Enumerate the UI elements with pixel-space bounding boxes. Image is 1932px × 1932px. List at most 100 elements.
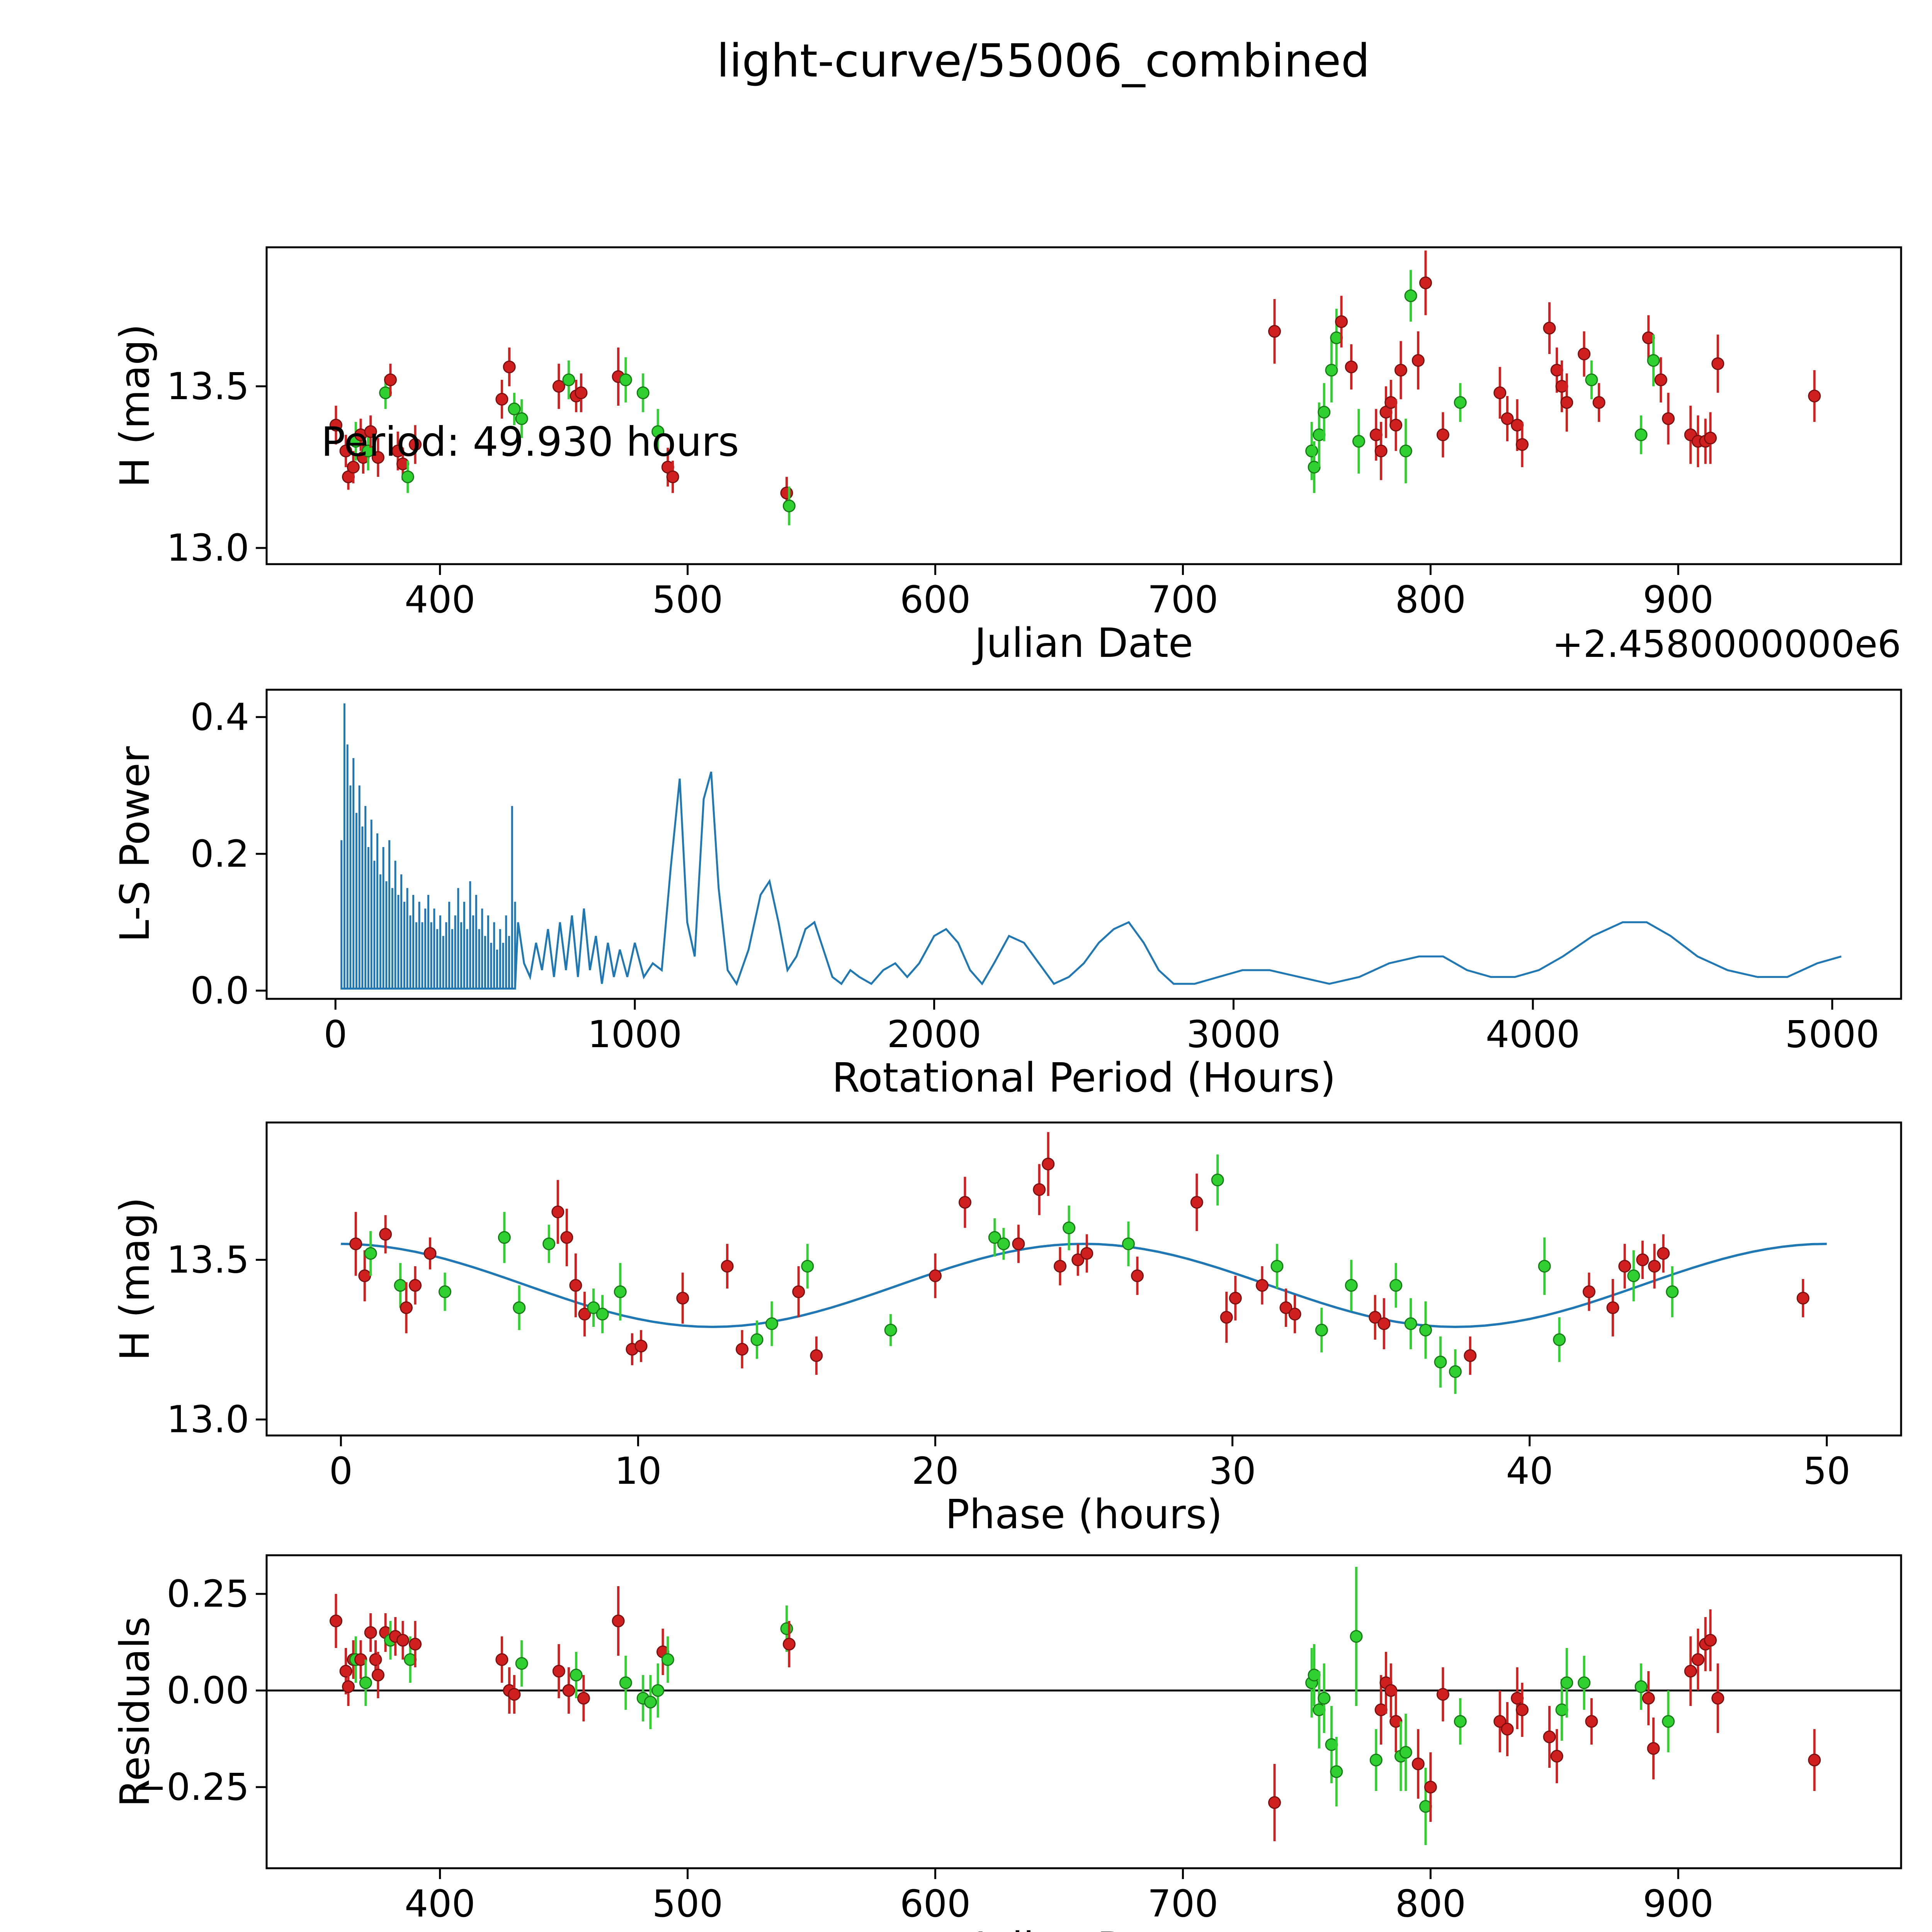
data-point [1318,406,1331,419]
data-point [1318,1692,1331,1705]
x-tick-label: 3000 [1186,1013,1281,1056]
data-point [1345,1279,1358,1292]
data-point [1369,1753,1383,1767]
data-point [619,1676,632,1689]
data-point [339,444,352,457]
x-tick-label: 500 [652,1882,723,1925]
data-point [342,1680,355,1693]
data-points [329,250,1821,526]
y-tick-label: 0.00 [167,1669,249,1712]
data-point [1350,1630,1363,1643]
data-point [409,1638,422,1651]
y-tick-label: −0.25 [136,1765,249,1809]
data-point [562,1684,575,1697]
data-point [765,1317,778,1330]
data-point [1578,347,1591,361]
data-point [1704,1634,1717,1647]
data-point [1080,1247,1094,1260]
data-point [1389,418,1403,432]
data-point [1662,412,1675,425]
data-point [552,380,565,393]
data-point [1501,412,1514,425]
data-point [736,1343,749,1356]
data-point [1394,364,1407,377]
panel-periodogram: 0 1000 2000 3000 4000 5000 0.0 0.2 0.4 Rotational… [111,689,1902,1101]
data-point [394,1279,407,1292]
data-point [1657,1247,1670,1260]
data-point [371,1668,384,1682]
data-point [1543,321,1556,335]
y-tick-label: 13.5 [167,1238,249,1281]
data-point [1578,1676,1591,1689]
data-point [792,1285,805,1298]
x-tick-label: 900 [1643,1882,1714,1925]
data-point [329,418,342,432]
x-tick-label: 2000 [887,1013,981,1056]
data-point [1560,396,1573,409]
data-point [1374,444,1388,457]
data-point [1220,1311,1233,1324]
data-point [1808,389,1821,403]
data-point [569,1279,582,1292]
data-point [349,1237,362,1250]
data-point [1606,1301,1619,1314]
data-point [1704,432,1717,445]
panel-phased_lightcurve: 0 10 20 30 40 50 13.0 13.5 Phase (hours) H (mag) [111,1121,1902,1538]
x-tick-label: 800 [1395,578,1466,621]
data-point [1330,1765,1343,1778]
data-point [1464,1349,1477,1362]
data-point [587,1301,600,1314]
axes-frame [265,1554,1902,1869]
x-axis-offset-text: +2.4580000000e6 [1552,622,1901,666]
data-point [577,1692,590,1705]
x-tick-label: 0 [324,1013,347,1056]
data-point [1666,1285,1679,1298]
y-tick-label: 13.5 [167,365,249,408]
data-point [1424,1781,1437,1794]
data-point [1288,1308,1301,1321]
data-point [1711,357,1725,370]
data-point [1378,1317,1391,1330]
data-point [801,1260,814,1273]
data-point [619,373,632,386]
y-axis-label: H (mag) [111,324,158,487]
data-point [1434,1355,1447,1369]
data-point [495,393,509,406]
axes-frame [265,1121,1902,1437]
data-point [612,1614,625,1628]
data-point [1399,1746,1412,1759]
data-point [347,461,360,474]
data-point [358,1269,371,1282]
data-point [1691,1653,1704,1666]
data-point [1270,1260,1284,1273]
x-tick-label: 700 [1148,578,1218,621]
x-axis-offset-text: +2.4580000000e6 [1552,1927,1901,1932]
data-point [1345,361,1358,374]
data-point [661,1653,674,1666]
x-tick-label: 400 [405,1882,475,1925]
data-point [782,499,796,512]
data-point [1711,1692,1725,1705]
data-point [1190,1196,1203,1209]
data-point [401,470,414,483]
data-point [1560,1676,1573,1689]
y-tick-label: 13.0 [167,1398,249,1441]
data-point [438,1285,451,1298]
y-tick-label: 13.0 [167,526,249,570]
x-tick-label: 1000 [588,1013,682,1056]
data-point [508,1688,521,1701]
data-point [1543,1730,1556,1743]
data-points [349,1132,1810,1394]
data-point [1515,1703,1529,1716]
data-point [988,1231,1001,1244]
data-point [562,373,575,386]
data-point [364,1247,377,1260]
x-tick-label: 600 [900,578,971,621]
data-point [1493,1715,1507,1728]
x-tick-label: 400 [405,578,475,621]
data-point [400,1301,413,1314]
data-point [1012,1237,1025,1250]
data-point [750,1333,764,1346]
data-point [1033,1183,1046,1196]
data-point [1412,354,1425,367]
